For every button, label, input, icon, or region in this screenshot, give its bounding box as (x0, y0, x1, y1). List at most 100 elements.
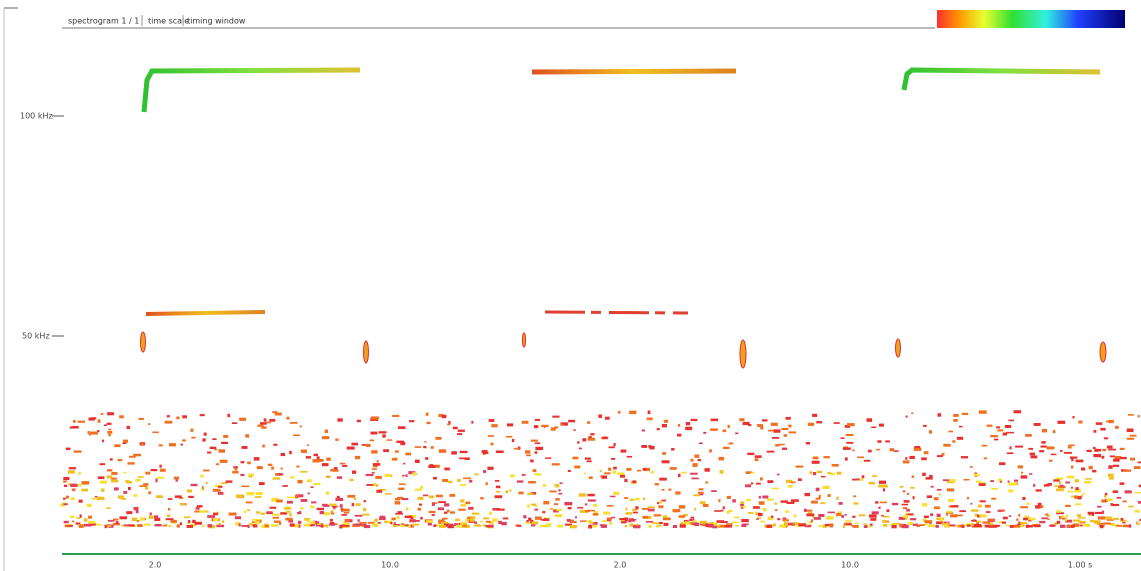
noise-speck (560, 422, 568, 426)
noise-speck (1004, 425, 1012, 428)
noise-speck (1065, 514, 1069, 518)
noise-speck (330, 522, 335, 525)
noise-speck (378, 488, 386, 491)
noise-speck (404, 515, 413, 519)
noise-speck (713, 522, 718, 526)
tab[interactable]: time scale (148, 17, 189, 26)
noise-speck (188, 520, 191, 523)
noise-speck (1017, 523, 1025, 527)
noise-speck (67, 525, 73, 527)
noise-speck (751, 472, 755, 474)
noise-speck (941, 452, 945, 456)
noise-speck (212, 518, 219, 522)
noise-speck (644, 467, 650, 472)
noise-speck (1072, 416, 1075, 419)
noise-speck (223, 435, 229, 438)
noise-speck (1056, 512, 1064, 515)
noise-speck (232, 470, 239, 474)
noise-speck (225, 480, 233, 483)
noise-speck (339, 504, 343, 508)
noise-speck (793, 522, 800, 526)
noise-speck (480, 497, 484, 500)
noise-speck (816, 470, 823, 474)
noise-speck (343, 512, 349, 514)
noise-speck (364, 524, 371, 529)
noise-speck (787, 522, 795, 526)
noise-speck (820, 502, 826, 505)
noise-speck (545, 457, 552, 459)
noise-speck (936, 521, 943, 525)
noise-speck (1020, 522, 1028, 524)
noise-speck (306, 519, 310, 523)
noise-speck (852, 525, 859, 528)
noise-speck (352, 470, 357, 474)
noise-speck (1138, 484, 1141, 488)
noise-speck (114, 444, 121, 448)
noise-speck (854, 522, 859, 525)
noise-speck (784, 510, 790, 513)
noise-speck (580, 509, 588, 513)
noise-speck (488, 419, 495, 422)
noise-speck (902, 490, 906, 493)
noise-speck (247, 509, 251, 512)
noise-speck (1126, 428, 1134, 432)
noise-speck (428, 495, 435, 499)
noise-speck (63, 503, 68, 506)
noise-speck (1105, 516, 1112, 520)
noise-speck (853, 495, 857, 498)
noise-speck (767, 480, 774, 483)
noise-speck (191, 436, 196, 439)
noise-speck (928, 524, 935, 528)
noise-speck (372, 523, 379, 527)
noise-speck (509, 474, 515, 478)
noise-speck (926, 495, 932, 498)
noise-speck (827, 494, 831, 497)
noise-speck (1128, 505, 1134, 508)
noise-speck (1106, 519, 1114, 521)
tab[interactable]: timing window (187, 17, 246, 26)
noise-speck (495, 490, 501, 493)
noise-speck (1137, 461, 1141, 464)
noise-speck (125, 480, 130, 482)
noise-speck (340, 508, 344, 512)
noise-speck (1074, 503, 1082, 506)
noise-speck (199, 510, 206, 513)
noise-speck (726, 495, 731, 499)
noise-speck (869, 514, 877, 518)
noise-speck (1067, 446, 1072, 449)
noise-speck (953, 419, 958, 422)
noise-speck (757, 424, 764, 427)
noise-speck (528, 517, 532, 521)
noise-speck (1077, 514, 1082, 518)
noise-speck (202, 524, 205, 527)
noise-speck (366, 484, 375, 486)
noise-speck (289, 450, 292, 455)
noise-speck (587, 509, 590, 513)
noise-speck (1013, 524, 1021, 528)
noise-speck (359, 522, 367, 524)
noise-speck (564, 502, 573, 506)
noise-speck (482, 524, 486, 527)
noise-speck (811, 515, 815, 518)
noise-speck (690, 418, 698, 422)
noise-speck (893, 450, 899, 452)
noise-speck (1134, 509, 1140, 513)
noise-speck (1008, 515, 1012, 517)
noise-speck (485, 525, 491, 528)
noise-speck (155, 495, 163, 498)
noise-speck (1104, 495, 1107, 498)
noise-speck (154, 517, 161, 521)
noise-speck (346, 446, 355, 450)
noise-speck (465, 501, 471, 505)
noise-speck (166, 415, 170, 418)
noise-speck (498, 520, 502, 524)
noise-speck (661, 424, 667, 428)
noise-speck (106, 422, 112, 425)
noise-speck (307, 492, 310, 495)
noise-speck (190, 428, 194, 432)
tab[interactable]: spectrogram 1 / 1 (68, 17, 139, 26)
noise-speck (482, 517, 490, 520)
noise-speck (902, 460, 910, 464)
noise-speck (908, 522, 913, 525)
noise-speck (272, 513, 280, 516)
